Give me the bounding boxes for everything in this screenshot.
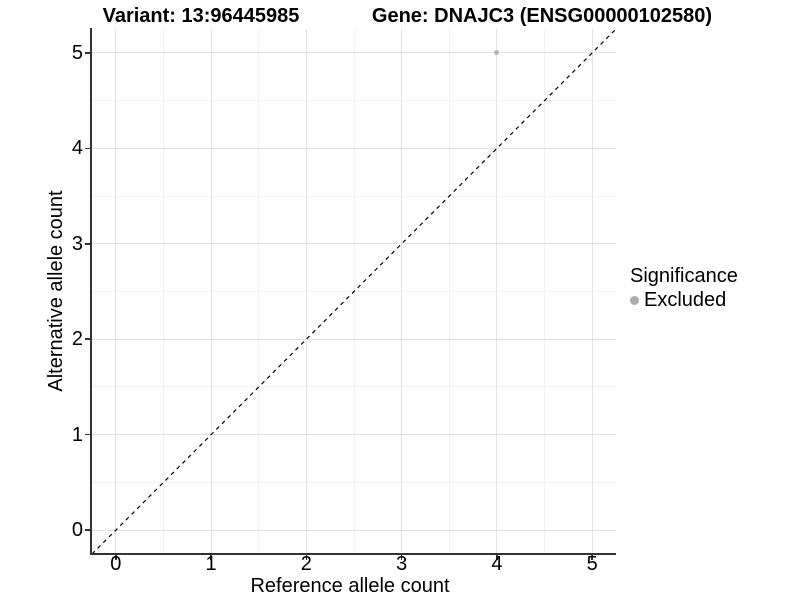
x-tick-mark xyxy=(496,555,498,560)
y-tick-label: 5 xyxy=(71,41,83,64)
identity-line-svg xyxy=(91,28,617,555)
x-tick-mark xyxy=(305,555,308,560)
y-tick-mark xyxy=(85,147,90,150)
x-tick-mark xyxy=(591,555,593,560)
y-tick-label: 2 xyxy=(71,328,83,351)
x-grid-major xyxy=(496,29,498,554)
x-grid-major xyxy=(591,29,593,554)
x-grid-major xyxy=(401,29,403,554)
plot-title-variant: Variant: 13:96445985 xyxy=(102,5,300,27)
legend: Significance Excluded xyxy=(630,265,738,312)
x-grid-major xyxy=(210,29,212,554)
y-tick-label: 4 xyxy=(71,137,83,160)
y-grid-minor xyxy=(92,100,616,102)
x-tick-label: 5 xyxy=(586,553,598,575)
y-grid-minor xyxy=(92,195,616,197)
x-tick-label: 0 xyxy=(110,553,122,575)
x-axis-title: Reference allele count xyxy=(250,575,450,597)
y-tick-label: 1 xyxy=(71,423,83,446)
y-axis-line xyxy=(90,28,92,555)
plot-title-gene: Gene: DNAJC3 (ENSG00000102580) xyxy=(371,5,713,27)
y-grid-major xyxy=(92,529,616,531)
legend-entry-label: Excluded xyxy=(644,289,727,311)
data-point-excluded xyxy=(494,50,500,56)
x-tick-mark xyxy=(115,555,117,560)
x-tick-label: 2 xyxy=(300,553,312,575)
y-grid-minor xyxy=(92,386,616,388)
x-axis-line xyxy=(90,553,616,555)
legend-key-dot-icon xyxy=(630,296,639,305)
y-tick-mark xyxy=(85,338,90,340)
legend-entry-excluded: Excluded xyxy=(630,289,738,312)
y-grid-major xyxy=(92,243,616,245)
x-tick-label: 4 xyxy=(491,553,503,575)
y-tick-mark xyxy=(85,243,90,245)
y-grid-major xyxy=(92,338,616,340)
x-tick-label: 3 xyxy=(396,553,408,575)
identity-dashed-line xyxy=(91,28,617,555)
y-tick-label: 3 xyxy=(71,232,83,255)
legend-title: Significance xyxy=(630,265,738,287)
x-tick-mark xyxy=(400,555,403,560)
y-tick-mark xyxy=(85,52,90,54)
x-grid-major xyxy=(115,29,117,554)
x-tick-mark xyxy=(210,555,212,560)
y-tick-mark xyxy=(85,529,90,531)
y-axis-title: Alternative allele count xyxy=(45,190,67,392)
x-grid-major xyxy=(305,29,307,554)
plot-panel xyxy=(91,28,617,555)
x-tick-label: 1 xyxy=(205,553,217,575)
y-tick-label: 0 xyxy=(71,519,83,542)
y-grid-major xyxy=(92,147,616,149)
y-grid-minor xyxy=(92,481,616,483)
y-tick-mark xyxy=(85,433,90,436)
y-grid-major xyxy=(92,52,616,54)
y-grid-major xyxy=(92,434,616,436)
